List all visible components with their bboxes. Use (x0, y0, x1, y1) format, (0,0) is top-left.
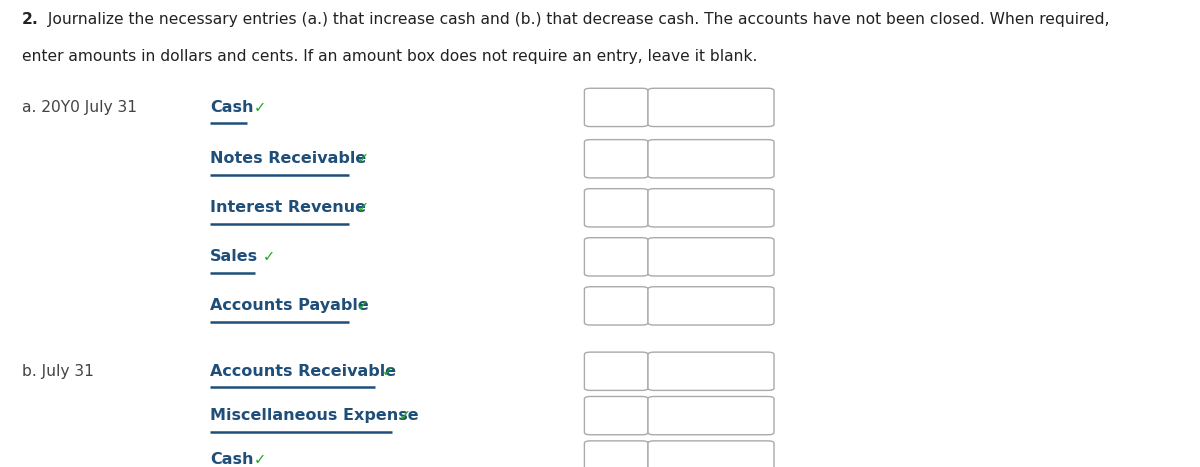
Text: Accounts Receivable: Accounts Receivable (210, 364, 396, 379)
Text: ✓: ✓ (356, 151, 368, 166)
Text: 2.: 2. (22, 12, 38, 27)
Text: Interest Revenue: Interest Revenue (210, 200, 366, 215)
Text: ✓: ✓ (400, 408, 412, 423)
Text: ✓: ✓ (263, 249, 275, 264)
Text: ✓: ✓ (254, 100, 266, 115)
FancyBboxPatch shape (584, 238, 648, 276)
FancyBboxPatch shape (584, 88, 648, 127)
FancyBboxPatch shape (584, 396, 648, 435)
Text: ✓: ✓ (356, 200, 368, 215)
FancyBboxPatch shape (648, 238, 774, 276)
Text: ✓: ✓ (382, 364, 395, 379)
Text: a. 20Y0 July 31: a. 20Y0 July 31 (22, 100, 137, 115)
FancyBboxPatch shape (584, 441, 648, 467)
Text: Miscellaneous Expense: Miscellaneous Expense (210, 408, 419, 423)
FancyBboxPatch shape (648, 441, 774, 467)
FancyBboxPatch shape (648, 140, 774, 178)
FancyBboxPatch shape (648, 287, 774, 325)
FancyBboxPatch shape (584, 287, 648, 325)
Text: Journalize the necessary entries (a.) that increase cash and (b.) that decrease : Journalize the necessary entries (a.) th… (43, 12, 1110, 27)
FancyBboxPatch shape (584, 140, 648, 178)
FancyBboxPatch shape (648, 189, 774, 227)
Text: Accounts Payable: Accounts Payable (210, 298, 368, 313)
Text: ✓: ✓ (254, 453, 266, 467)
FancyBboxPatch shape (584, 352, 648, 390)
FancyBboxPatch shape (648, 352, 774, 390)
Text: Sales: Sales (210, 249, 258, 264)
Text: Cash: Cash (210, 453, 253, 467)
FancyBboxPatch shape (648, 88, 774, 127)
Text: b. July 31: b. July 31 (22, 364, 94, 379)
Text: Cash: Cash (210, 100, 253, 115)
FancyBboxPatch shape (648, 396, 774, 435)
Text: Notes Receivable: Notes Receivable (210, 151, 366, 166)
Text: ✓: ✓ (356, 298, 368, 313)
FancyBboxPatch shape (584, 189, 648, 227)
Text: enter amounts in dollars and cents. If an amount box does not require an entry, : enter amounts in dollars and cents. If a… (22, 49, 757, 64)
